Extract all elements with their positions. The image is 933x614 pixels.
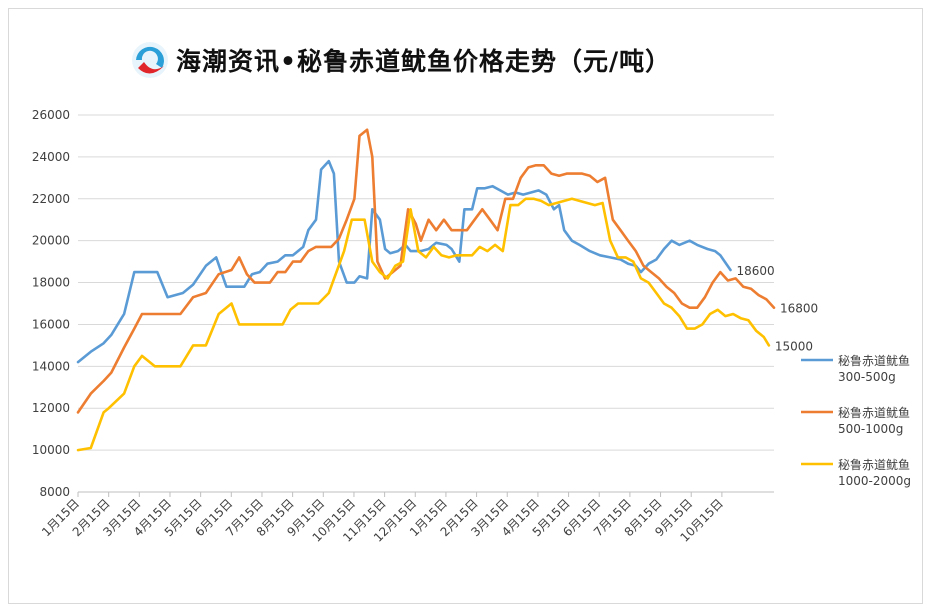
- legend-sublabel-2: 500-1000g: [838, 422, 903, 436]
- y-tick-label: 10000: [32, 443, 70, 457]
- y-tick-label: 12000: [32, 401, 70, 415]
- y-tick-label: 18000: [32, 276, 70, 290]
- y-tick-label: 20000: [32, 234, 70, 248]
- haichao-logo-icon: [132, 42, 168, 78]
- x-axis: 1月15日2月15日3月15日4月15日5月15日6月15日7月15日8月15日…: [39, 491, 774, 545]
- chart-header: 海潮资讯•秘鲁赤道鱿鱼价格走势（元/吨）: [130, 38, 671, 82]
- legend-sublabel-1: 300-500g: [838, 370, 896, 384]
- series-line-2: [76, 128, 776, 414]
- y-axis: 8000 10000 12000 14000 16000 18000 20000 22000 2…: [32, 108, 70, 499]
- y-tick-label: 16000: [32, 317, 70, 331]
- series-end-labels: 18600 16800 15000: [737, 264, 819, 353]
- chart-frame: [8, 8, 923, 604]
- series-end-label-2: 16800: [780, 302, 818, 316]
- chart-title: 海潮资讯•秘鲁赤道鱿鱼价格走势（元/吨）: [176, 47, 672, 76]
- series-lines: [76, 128, 776, 452]
- series-end-label-3: 15000: [775, 339, 813, 353]
- y-tick-label: 24000: [32, 150, 70, 164]
- y-tick-label: 8000: [39, 485, 70, 499]
- legend: 秘鲁赤道鱿鱼 300-500g 秘鲁赤道鱿鱼 500-1000g 秘鲁赤道鱿鱼 1000-…: [801, 353, 911, 488]
- series-line-3: [76, 197, 771, 452]
- legend-sublabel-3: 1000-2000g: [838, 474, 911, 488]
- legend-label-3: 秘鲁赤道鱿鱼: [838, 457, 910, 472]
- y-tick-label: 26000: [32, 108, 70, 122]
- series-end-label-1: 18600: [737, 264, 775, 278]
- y-tick-label: 22000: [32, 192, 70, 206]
- legend-label-2: 秘鲁赤道鱿鱼: [838, 405, 910, 420]
- grid-lines: [78, 114, 774, 493]
- y-tick-label: 14000: [32, 359, 70, 373]
- legend-label-1: 秘鲁赤道鱿鱼: [838, 353, 910, 368]
- series-line-1: [76, 159, 732, 364]
